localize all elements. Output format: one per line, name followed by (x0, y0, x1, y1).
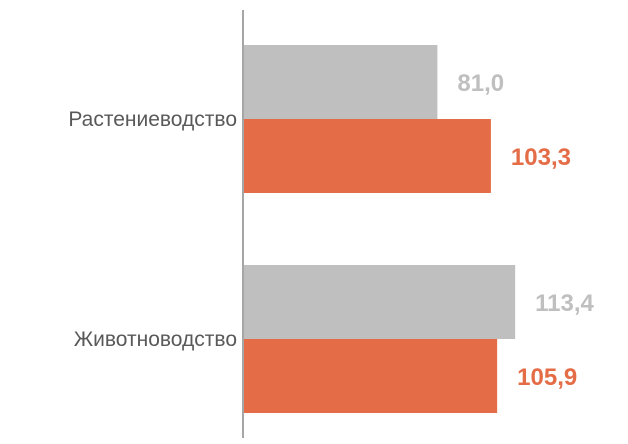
bar (243, 339, 498, 413)
data-label: 105,9 (517, 364, 577, 391)
category-label: Животноводство (74, 328, 237, 351)
bar (243, 45, 438, 119)
bar (243, 265, 516, 339)
bar (243, 119, 491, 193)
labels-layer: Растениеводство 81,0 103,3 Животноводство 11… (68, 70, 594, 391)
data-label: 81,0 (457, 70, 504, 97)
bars-layer (243, 45, 516, 413)
data-label: 113,4 (535, 290, 594, 317)
data-label: 103,3 (511, 144, 571, 171)
category-label: Растениеводство (68, 108, 237, 131)
